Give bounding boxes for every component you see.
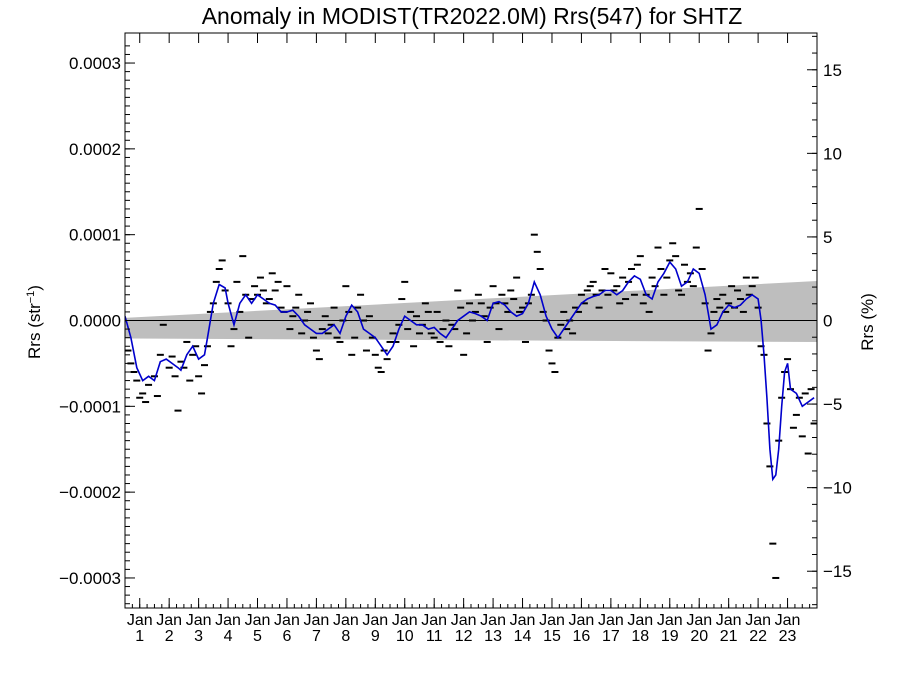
axes-layer: −0.0003 −0.0002 −0.0001 0.0000 0.0001 0.0002 0… bbox=[59, 32, 852, 645]
x-tick-year-22: 23 bbox=[779, 628, 797, 645]
y-axis-label-close: ) bbox=[25, 285, 44, 291]
x-tick-year-6: 7 bbox=[312, 628, 321, 645]
x-tick-month-14: Jan bbox=[539, 612, 565, 629]
y2-tick-label-6: 15 bbox=[823, 61, 842, 80]
x-tick-year-17: 18 bbox=[631, 628, 649, 645]
y2-tick-label-5: 10 bbox=[823, 144, 842, 163]
y-tick-label-4: 0.0001 bbox=[69, 226, 121, 245]
y-axis-label-sup: −1 bbox=[25, 291, 37, 304]
y2-tick-label-1: −10 bbox=[823, 479, 852, 498]
x-tick-month-9: Jan bbox=[392, 612, 418, 629]
x-tick-year-8: 9 bbox=[371, 628, 380, 645]
x-tick-year-16: 17 bbox=[602, 628, 620, 645]
y-tick-label-2: −0.0001 bbox=[59, 397, 121, 416]
x-tick-month-3: Jan bbox=[215, 612, 241, 629]
x-tick-month-12: Jan bbox=[480, 612, 506, 629]
y-tick-label-3: 0.0000 bbox=[69, 312, 121, 331]
x-tick-year-13: 14 bbox=[514, 628, 532, 645]
x-tick-month-2: Jan bbox=[186, 612, 212, 629]
x-tick-year-4: 5 bbox=[253, 628, 262, 645]
x-tick-month-19: Jan bbox=[686, 612, 712, 629]
x-tick-month-10: Jan bbox=[421, 612, 447, 629]
y2-tick-label-2: −5 bbox=[823, 395, 842, 414]
x-tick-month-16: Jan bbox=[598, 612, 624, 629]
x-tick-year-18: 19 bbox=[661, 628, 679, 645]
x-tick-year-11: 12 bbox=[455, 628, 473, 645]
x-tick-month-1: Jan bbox=[156, 612, 182, 629]
x-tick-year-14: 15 bbox=[543, 628, 561, 645]
plot-layer bbox=[125, 207, 817, 579]
y2-tick-label-0: −15 bbox=[823, 562, 852, 581]
x-tick-year-7: 8 bbox=[341, 628, 350, 645]
x-tick-year-19: 20 bbox=[690, 628, 708, 645]
x-tick-month-18: Jan bbox=[657, 612, 683, 629]
x-tick-year-9: 10 bbox=[396, 628, 414, 645]
x-tick-month-0: Jan bbox=[127, 612, 153, 629]
x-tick-month-5: Jan bbox=[274, 612, 300, 629]
x-tick-month-8: Jan bbox=[362, 612, 388, 629]
x-tick-year-1: 2 bbox=[165, 628, 174, 645]
y-tick-label-0: −0.0003 bbox=[59, 569, 121, 588]
y2-axis-label: Rrs (%) bbox=[858, 293, 877, 351]
x-tick-month-15: Jan bbox=[569, 612, 595, 629]
x-tick-month-4: Jan bbox=[245, 612, 271, 629]
x-tick-year-20: 21 bbox=[720, 628, 738, 645]
y-axis-label-main: Rrs (str bbox=[25, 303, 44, 359]
x-tick-month-22: Jan bbox=[775, 612, 801, 629]
smoothed-line bbox=[125, 260, 815, 482]
x-tick-month-7: Jan bbox=[333, 612, 359, 629]
x-tick-year-5: 6 bbox=[283, 628, 292, 645]
x-tick-month-20: Jan bbox=[716, 612, 742, 629]
x-tick-year-2: 3 bbox=[194, 628, 203, 645]
y-tick-label-1: −0.0002 bbox=[59, 483, 121, 502]
y-tick-label-5: 0.0002 bbox=[69, 140, 121, 159]
x-tick-month-13: Jan bbox=[510, 612, 536, 629]
x-tick-year-3: 4 bbox=[224, 628, 233, 645]
x-tick-month-17: Jan bbox=[627, 612, 653, 629]
x-tick-year-0: 1 bbox=[135, 628, 144, 645]
x-tick-month-6: Jan bbox=[304, 612, 330, 629]
y-tick-label-6: 0.0003 bbox=[69, 54, 121, 73]
y2-tick-label-4: 5 bbox=[823, 228, 832, 247]
chart-title: Anomaly in MODIST(TR2022.0M) Rrs(547) fo… bbox=[202, 3, 743, 29]
x-tick-year-21: 22 bbox=[749, 628, 767, 645]
x-tick-year-12: 13 bbox=[484, 628, 502, 645]
x-tick-month-21: Jan bbox=[745, 612, 771, 629]
y2-tick-label-3: 0 bbox=[823, 312, 832, 331]
y-axis-label: Rrs (str−1) bbox=[25, 285, 44, 359]
x-tick-year-10: 11 bbox=[426, 628, 443, 645]
x-tick-year-15: 16 bbox=[573, 628, 591, 645]
x-tick-month-11: Jan bbox=[451, 612, 477, 629]
